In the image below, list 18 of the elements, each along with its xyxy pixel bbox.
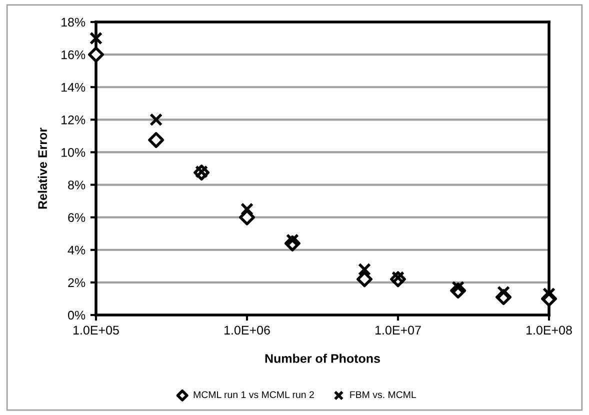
y-tick-label: 6%: [68, 213, 86, 222]
x-tick-label: 1.0E+07: [375, 326, 421, 335]
legend-label: MCML run 1 vs MCML run 2: [194, 391, 314, 398]
y-tick-label: 4%: [68, 246, 86, 254]
y-axis-title: Relative Error: [38, 128, 47, 209]
y-tick-label: 0%: [68, 310, 86, 320]
y-tick-label: 14%: [62, 82, 86, 92]
x-axis-title: Number of Photons: [265, 354, 380, 363]
x-tick-label: 1.0E+06: [224, 326, 270, 335]
y-tick-label: 8%: [68, 180, 86, 190]
y-tick-label: 12%: [62, 115, 86, 124]
x-tick-label: 1.0E+08: [526, 326, 572, 335]
y-tick-label: 2%: [68, 278, 86, 288]
y-tick-label: 18%: [62, 18, 86, 27]
y-tick-label: 10%: [62, 148, 86, 157]
legend-label: FBM vs. MCML: [350, 391, 416, 398]
x-tick-label: 1.0E+05: [73, 326, 119, 335]
y-tick-label: 16%: [62, 50, 86, 60]
